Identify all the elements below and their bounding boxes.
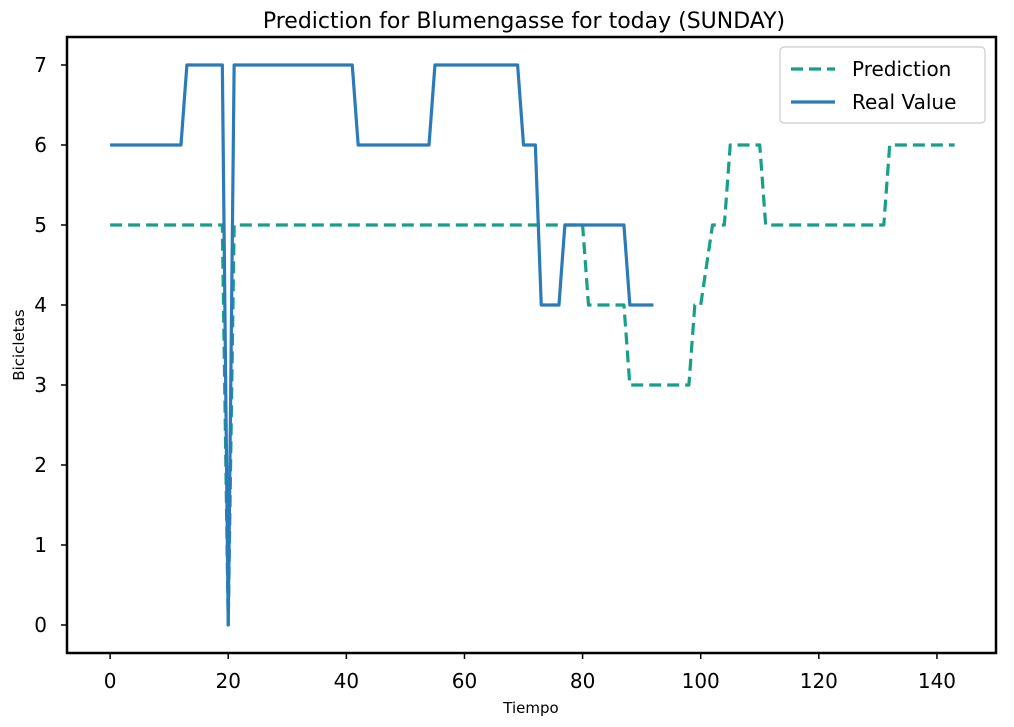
legend-box (779, 46, 986, 124)
y-tick-label: 7 (34, 53, 47, 77)
x-tick-label: 80 (570, 669, 595, 693)
x-tick-label: 20 (216, 669, 241, 693)
y-tick-label: 1 (34, 533, 47, 557)
legend-label-real-value: Real Value (852, 90, 956, 114)
y-tick-label: 0 (34, 613, 47, 637)
legend: Prediction Real Value (779, 46, 986, 124)
series-line-real-value (110, 63, 654, 627)
plot-frame (65, 35, 998, 655)
x-tick-label: 60 (452, 669, 477, 693)
legend-label-prediction: Prediction (852, 57, 951, 81)
x-tick-label: 40 (334, 669, 359, 693)
x-axis-label: Tiempo (502, 699, 558, 717)
axis-ticks: 0 20 40 60 80 100 120 140 0 1 2 3 4 5 6 7 (34, 53, 956, 693)
y-tick-label: 3 (34, 373, 47, 397)
x-tick-label: 140 (918, 669, 956, 693)
y-tick-label: 4 (34, 293, 47, 317)
x-tick-label: 120 (800, 669, 838, 693)
y-tick-label: 6 (34, 133, 47, 157)
y-tick-label: 5 (34, 213, 47, 237)
chart-title: Prediction for Blumengasse for today (SU… (263, 9, 785, 34)
x-tick-label: 0 (104, 669, 117, 693)
series-line-prediction (110, 143, 955, 627)
x-tick-label: 100 (682, 669, 720, 693)
y-tick-label: 2 (34, 453, 47, 477)
y-axis-label: Bicicletas (10, 309, 28, 381)
plot-area (110, 63, 955, 627)
